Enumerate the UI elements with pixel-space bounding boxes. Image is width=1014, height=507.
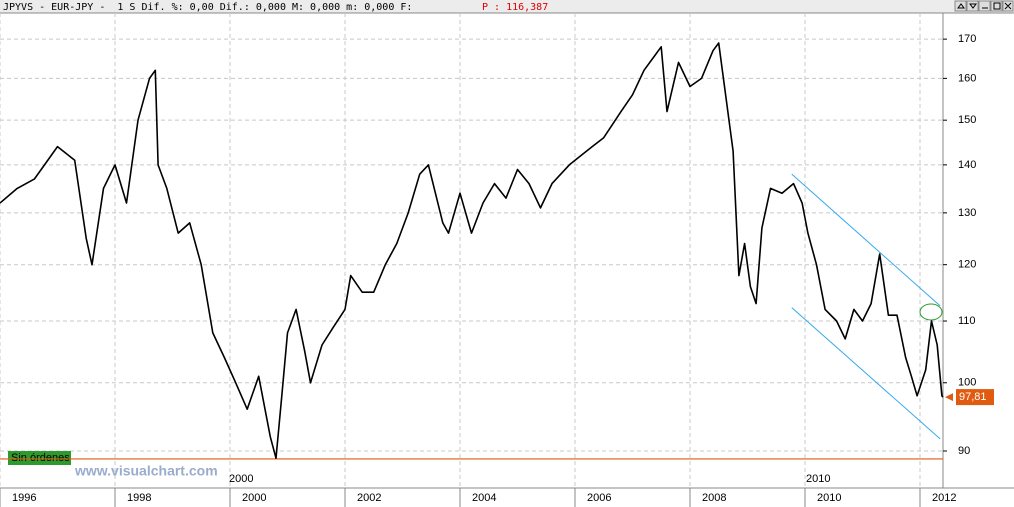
trend-line (791, 173, 941, 307)
x-tick-label: 2006 (587, 492, 611, 504)
button-icons (957, 2, 1012, 10)
y-tick-label: 130 (958, 207, 976, 219)
y-tick-label: 140 (958, 159, 976, 171)
x-tick-label: 1998 (127, 492, 151, 504)
window-buttons[interactable] (954, 0, 1014, 12)
period-label: 2000 (229, 473, 253, 485)
x-tick-label: 2002 (357, 492, 381, 504)
order-label: Sin órdenes (11, 452, 70, 464)
y-tick-label: 170 (958, 33, 976, 45)
y-tick-label: 100 (958, 377, 976, 389)
price-label: P : 116,387 (482, 2, 548, 13)
button-up[interactable] (954, 0, 967, 12)
header-title: JPYVS - EUR-JPY - 1 S Dif. %: 0,00 Dif.:… (3, 2, 412, 13)
last-price-box (956, 389, 994, 406)
price-line (0, 42, 944, 459)
period-label: 2010 (806, 473, 830, 485)
x-tick-label: 2010 (817, 492, 841, 504)
x-tick-label: 2012 (932, 492, 956, 504)
button-minimize[interactable] (978, 0, 991, 12)
y-tick-label: 150 (958, 114, 976, 126)
y-tick-label: 160 (958, 72, 976, 84)
button-maximize[interactable] (990, 0, 1003, 12)
x-tick-label: 2008 (702, 492, 726, 504)
highlight-ellipse (919, 303, 943, 321)
last-price-arrow (945, 393, 953, 402)
y-tick-label: 90 (958, 445, 970, 457)
header-bar (0, 0, 1014, 13)
y-tick-label: 120 (958, 259, 976, 271)
x-tick-label: 1996 (12, 492, 36, 504)
order-box (8, 451, 71, 465)
x-tick-label: 2000 (242, 492, 266, 504)
last-price-label: 97,81 (959, 391, 987, 403)
button-down[interactable] (966, 0, 979, 12)
x-tick-label: 2004 (472, 492, 496, 504)
trend-line (791, 307, 941, 440)
watermark: www.visualchart.com (74, 463, 218, 479)
y-tick-label: 110 (958, 315, 976, 327)
